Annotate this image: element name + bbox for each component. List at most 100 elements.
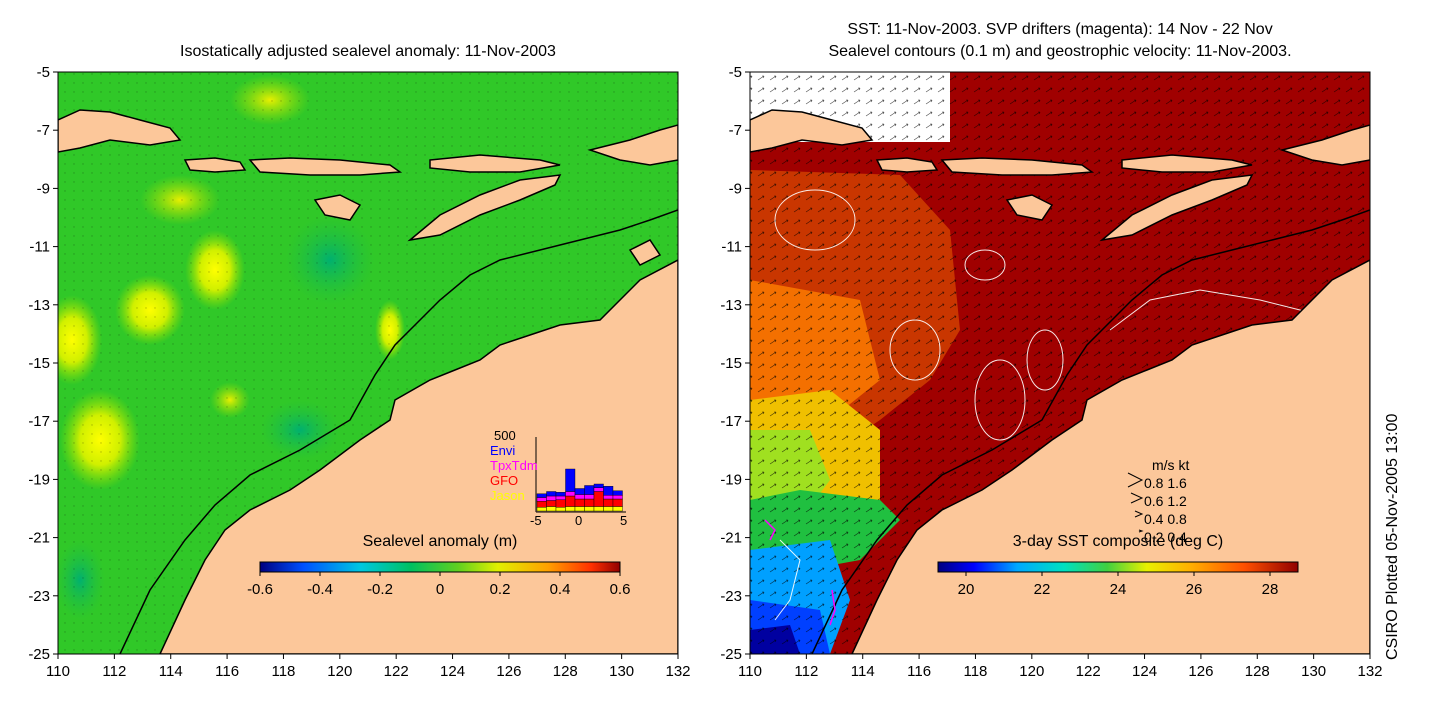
- lat-tick-label: -17: [720, 413, 742, 430]
- inset-bar-segment: [593, 491, 604, 507]
- colorbar-tick-label: -0.6: [247, 581, 273, 598]
- alor-wetar-island: [429, 154, 561, 173]
- inset-bar-segment: [536, 507, 547, 512]
- lon-tick-label: 124: [1132, 663, 1157, 680]
- inset-bar-segment: [584, 494, 595, 500]
- inset-bar-segment: [593, 487, 604, 492]
- timor-island: [407, 174, 562, 242]
- right-colorbar-label: 3-day SST composite (deg C): [1012, 533, 1224, 550]
- lat-tick-label: -23: [720, 588, 742, 605]
- lon-tick-label: 116: [215, 663, 239, 680]
- lat-tick-label: -11: [29, 239, 50, 256]
- inset-x-ticks: -5 0 5: [530, 513, 630, 529]
- lon-tick-label: 116: [907, 663, 931, 680]
- shelf-contour: [119, 209, 678, 654]
- lat-tick-label: -13: [720, 297, 742, 314]
- inset-bar-segment: [555, 507, 566, 512]
- tanimbar-island: [587, 124, 678, 166]
- colorbar-tick-label: 22: [1034, 581, 1051, 598]
- colorbar-tick-label: 26: [1186, 581, 1203, 598]
- inset-bar-segment: [612, 498, 623, 507]
- inset-bar-segment: [546, 495, 557, 501]
- lon-tick-label: 126: [1188, 663, 1213, 680]
- alor-wetar-island: [1121, 154, 1253, 173]
- inset-bar-segment: [612, 490, 623, 496]
- inset-bar-segment: [584, 498, 595, 507]
- lon-tick-label: 110: [738, 663, 762, 680]
- sumbawa-flores-island: [248, 157, 403, 176]
- lat-tick-label: -7: [729, 122, 742, 139]
- svp-drifter-track: [829, 589, 836, 626]
- lon-tick-label: 118: [963, 663, 987, 680]
- lon-tick-label: 128: [1245, 663, 1270, 680]
- inset-legend-item: Envi: [490, 443, 516, 458]
- inset-legend-item: GFO: [490, 473, 519, 488]
- colorbar-tick-label: 0: [436, 581, 444, 598]
- left-colorbar: [259, 561, 621, 573]
- shelf-contour: [811, 209, 1370, 654]
- svp-drifter-track: [764, 519, 776, 541]
- colorbar-tick-label: 0.2: [490, 581, 511, 598]
- inset-bar-segment: [546, 506, 557, 512]
- tanimbar-island: [1279, 124, 1370, 166]
- lat-tick-label: -9: [37, 180, 50, 197]
- inset-legend-item: TpxTdm: [490, 458, 538, 473]
- lat-tick-label: -21: [720, 530, 742, 547]
- colorbar-tick-label: -0.2: [367, 581, 393, 598]
- lon-tick-label: 120: [1019, 663, 1044, 680]
- colorbar-tick-label: -0.4: [307, 581, 333, 598]
- inset-bar-segment: [574, 488, 585, 495]
- lat-tick-label: -15: [28, 355, 50, 372]
- left-map-title: Isostatically adjusted sealevel anomaly:…: [180, 43, 556, 60]
- java-island: [58, 109, 182, 153]
- left-colorbar-label: Sealevel anomaly (m): [362, 533, 518, 550]
- velocity-legend-arrows: [1127, 472, 1144, 533]
- inset-legend: Envi TpxTdm GFO Jason: [490, 443, 538, 503]
- inset-bar-segment: [603, 498, 614, 507]
- inset-bar-segment: [574, 494, 585, 500]
- lon-tick-label: 122: [384, 663, 409, 680]
- lon-tick-label: 114: [851, 663, 875, 680]
- lon-tick-label: 132: [1357, 663, 1382, 680]
- velocity-legend-header: m/s kt: [1152, 457, 1190, 473]
- inset-bar-segment: [555, 492, 566, 497]
- left-axes: 110 112 114 116 118 120 122 124 126 128 130 132 -5 -7…: [28, 64, 690, 680]
- inset-x-tick-label: -5: [530, 513, 542, 528]
- inset-bar-segment: [584, 485, 595, 495]
- timor-island: [1099, 174, 1254, 242]
- small-island: [628, 239, 662, 266]
- inset-bar-segment: [565, 495, 576, 507]
- colorbar-tick-label: 0.6: [610, 581, 631, 598]
- lon-tick-label: 112: [794, 663, 818, 680]
- colorbar-tick-label: 24: [1110, 581, 1127, 598]
- sumba-island: [313, 194, 362, 221]
- right-map-title-line2: Sealevel contours (0.1 m) and geostrophi…: [828, 43, 1292, 60]
- lat-tick-label: -21: [28, 530, 50, 547]
- sumbawa-flores-island: [940, 157, 1095, 176]
- inset-legend-item: Jason: [490, 488, 525, 503]
- right-map: [750, 72, 1370, 654]
- lon-tick-label: 114: [159, 663, 183, 680]
- sealevel-contours: [774, 189, 1341, 621]
- inset-bar-segment: [574, 498, 585, 507]
- lat-tick-label: -13: [28, 297, 50, 314]
- lat-tick-label: -25: [720, 646, 742, 663]
- velocity-legend-row: 0.8 1.6: [1144, 475, 1187, 491]
- lon-tick-label: 118: [271, 663, 295, 680]
- velocity-legend-row: 0.4 0.8: [1144, 511, 1187, 527]
- java-island: [750, 109, 874, 153]
- inset-bar-segment: [546, 491, 557, 497]
- lon-tick-label: 132: [665, 663, 690, 680]
- inset-bar-segment: [536, 501, 547, 508]
- australia-land: [159, 259, 678, 654]
- lat-tick-label: -23: [28, 588, 50, 605]
- lon-tick-label: 130: [609, 663, 634, 680]
- inset-bar-segment: [593, 506, 604, 512]
- lon-tick-label: 122: [1076, 663, 1101, 680]
- left-colorbar-ticks: -0.6 -0.4 -0.2 0 0.2 0.4 0.6: [247, 572, 630, 598]
- inset-bar-segment: [536, 493, 547, 498]
- altimeter-inset: [535, 437, 626, 513]
- lat-tick-label: -9: [729, 180, 742, 197]
- inset-bar-segment: [555, 495, 566, 500]
